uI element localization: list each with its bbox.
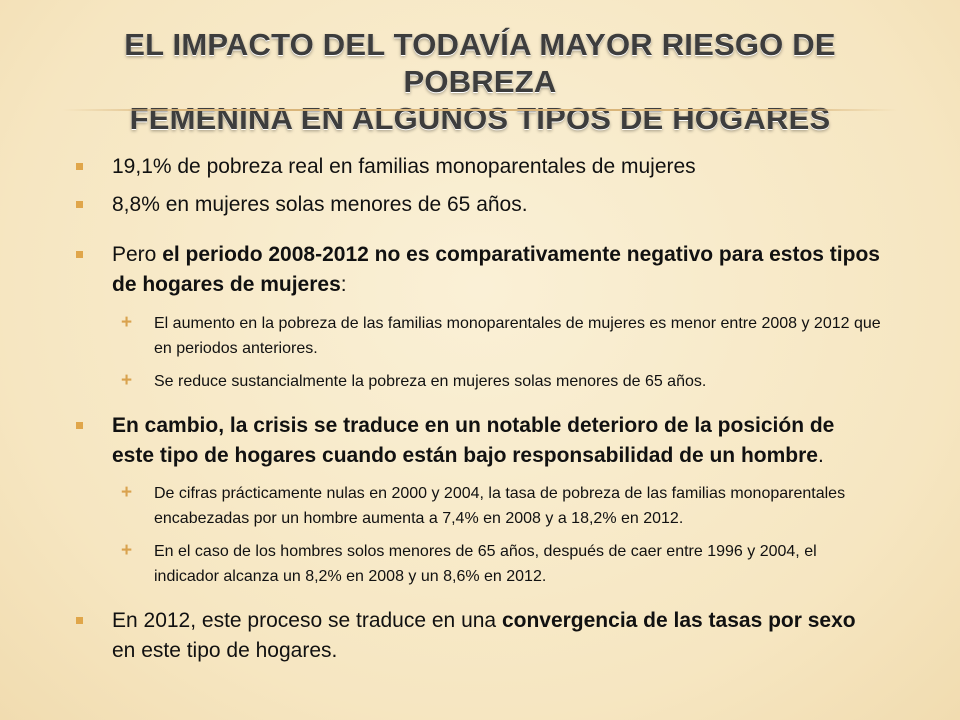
plus-bullet-icon: + [121, 482, 133, 503]
plus-bullet-icon: + [121, 312, 133, 333]
sub-bullet-3-2: + Se reduce sustancialmente la pobreza e… [72, 369, 882, 394]
bullet-text-3-pre: Pero [112, 243, 163, 266]
bullet-text-1: 19,1% de pobreza real en familias monopa… [112, 155, 696, 178]
sub-bullet-3-1: + El aumento en la pobreza de las famili… [72, 311, 882, 361]
bullet-item-5: En 2012, este proceso se traduce en una … [72, 606, 882, 666]
bullet-item-2: 8,8% en mujeres solas menores de 65 años… [72, 190, 882, 220]
sub-bullet-4-2: + En el caso de los hombres solos menore… [72, 539, 882, 589]
slide-title-line-1: EL IMPACTO DEL TODAVÍA MAYOR RIESGO DE P… [124, 27, 836, 99]
sub-bullet-4-1: + De cifras prácticamente nulas en 2000 … [72, 481, 882, 531]
bullet-text-3-bold: el periodo 2008-2012 no es comparativame… [112, 243, 880, 296]
plus-bullet-icon: + [121, 540, 133, 561]
bullet-text-4-post: . [817, 444, 824, 467]
square-bullet-icon [76, 201, 83, 208]
bullet-item-4: En cambio, la crisis se traduce en un no… [72, 411, 882, 471]
bullet-text-5-pre: En 2012, este proceso se traduce en una [112, 609, 502, 632]
square-bullet-icon [76, 163, 83, 170]
square-bullet-icon [76, 617, 83, 624]
slide-title: EL IMPACTO DEL TODAVÍA MAYOR RIESGO DE P… [60, 26, 900, 137]
bullet-item-3: Pero el periodo 2008-2012 no es comparat… [72, 240, 882, 300]
square-bullet-icon [76, 251, 83, 258]
bullet-text-2: 8,8% en mujeres solas menores de 65 años… [112, 193, 528, 216]
plus-bullet-icon: + [121, 370, 133, 391]
sub-bullet-text-4-1: De cifras prácticamente nulas en 2000 y … [154, 485, 846, 527]
sub-bullet-text-3-1: El aumento en la pobreza de las familias… [154, 315, 881, 357]
bullet-item-1: 19,1% de pobreza real en familias monopa… [72, 152, 882, 182]
title-divider [62, 109, 898, 111]
sub-bullet-text-3-2: Se reduce sustancialmente la pobreza en … [154, 373, 707, 390]
sub-bullet-text-4-2: En el caso de los hombres solos menores … [154, 543, 817, 585]
square-bullet-icon [76, 422, 83, 429]
bullet-text-5-bold: convergencia de las tasas por sexo [501, 609, 856, 632]
bullet-text-3-post: : [340, 273, 347, 296]
bullet-text-4-bold: En cambio, la crisis se traduce en un no… [112, 414, 835, 467]
bullet-text-5-post: en este tipo de hogares. [112, 639, 338, 662]
slide-title-line-2: FEMENINA EN ALGUNOS TIPOS DE HOGARES [129, 101, 831, 136]
bullet-list: 19,1% de pobreza real en familias monopa… [72, 150, 882, 666]
